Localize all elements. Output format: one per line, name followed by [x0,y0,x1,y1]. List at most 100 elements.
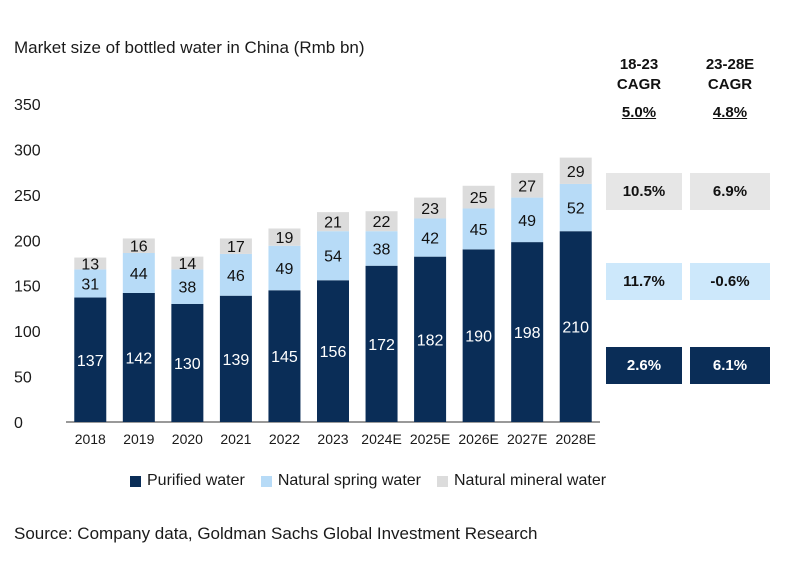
bar-segment-purified-water [559,231,592,422]
y-tick-label: 0 [14,415,23,432]
y-tick-label: 150 [14,279,41,296]
cagr-header-18-23-period: 18-23 [619,56,659,73]
bar-segment-purified-water [462,249,495,422]
data-label: 46 [227,268,245,285]
bar-segment-natural-spring-water [122,253,155,293]
bar-segment-purified-water [511,242,544,422]
legend-swatch-purified [130,475,141,487]
data-label: 17 [227,239,245,256]
bar-segment-natural-mineral-water [268,228,301,246]
legend-item-purified: Purified water [130,472,245,490]
x-tick-label: 2025E [410,431,450,447]
data-label: 172 [368,337,395,354]
bar-segment-purified-water [317,280,349,422]
chart-title: Market size of bottled water in China (R… [14,38,365,57]
legend-label-purified: Purified water [147,472,245,489]
bar-segment-purified-water [365,265,398,422]
x-tick-label: 2026E [458,431,498,447]
bar-segment-purified-water [122,292,155,422]
data-label: 42 [421,231,439,248]
data-label: 31 [81,276,99,293]
cagr-mineral-23-28e: 6.9% [690,173,770,210]
data-label: 198 [514,325,541,342]
cagr-purified-23-28e: 6.1% [690,347,770,384]
y-tick-label: 350 [14,97,41,114]
data-label: 38 [373,241,391,258]
legend-swatch-mineral [437,475,448,487]
data-label: 54 [324,249,342,266]
data-label: 182 [417,332,444,349]
bar-segment-natural-spring-water [414,218,447,257]
bar-segment-purified-water [414,256,447,422]
cagr-mineral-18-23: 10.5% [606,173,682,210]
y-tick-label: 300 [14,142,41,159]
data-label: 21 [324,215,342,232]
legend: Purified water Natural spring water Natu… [130,472,606,490]
data-label: 22 [373,214,391,231]
y-tick-label: 100 [14,324,41,341]
cagr-header-23-28e: 23-28E CAGR 4.8% [690,55,770,123]
bar-segment-natural-mineral-water [317,212,349,232]
cagr-spring-23-28e: -0.6% [690,263,770,300]
data-label: 190 [465,329,492,346]
bar-segment-natural-spring-water [462,208,495,250]
data-label: 156 [320,344,347,361]
bar-segment-natural-spring-water [219,253,252,296]
x-tick-label: 2027E [507,431,547,447]
data-label: 49 [518,213,536,230]
bar-segment-natural-spring-water [511,197,544,243]
bar-segment-natural-mineral-water [122,238,155,254]
data-label: 44 [130,266,148,283]
legend-swatch-spring [260,475,272,487]
x-tick-label: 2024E [361,431,401,447]
source-note: Source: Company data, Goldman Sachs Glob… [14,524,538,543]
data-label: 25 [470,190,488,207]
bar-segment-purified-water [171,303,204,422]
data-label: 19 [276,230,294,247]
data-label: 142 [125,350,152,367]
cagr-header-18-23-label: CAGR [616,76,662,93]
data-label: 23 [421,201,439,218]
bar-chart: 0 50 100 150 200 250 300 350 137 31 13 2018 142 44 16 2… [14,97,600,447]
data-label: 210 [562,320,589,337]
data-label: 29 [567,164,585,181]
cagr-spring-18-23: 11.7% [606,263,682,300]
cagr-total-23-28e: 4.8% [712,104,748,121]
x-tick-label: 2022 [269,431,300,447]
x-tick-label: 2020 [172,431,203,447]
cagr-header-23-28e-label: CAGR [707,76,753,93]
data-label: 27 [518,178,536,195]
bar-segment-purified-water [74,297,107,422]
data-label: 45 [470,222,488,239]
x-tick-label: 2028E [555,431,595,447]
cagr-header-18-23: 18-23 CAGR 5.0% [606,55,672,123]
legend-label-spring: Natural spring water [277,472,421,489]
bar-segment-natural-spring-water [268,245,301,291]
y-tick-label: 200 [14,233,41,250]
bar-segment-natural-mineral-water [219,238,252,254]
cagr-total-18-23: 5.0% [621,104,657,121]
bar-segment-natural-spring-water [559,183,592,232]
bar-segment-natural-mineral-water [462,185,495,209]
bar-segment-natural-spring-water [317,231,349,281]
legend-item-mineral: Natural mineral water [437,472,606,490]
cagr-purified-18-23: 2.6% [606,347,682,384]
bar-segment-natural-mineral-water [171,256,204,270]
data-label: 14 [178,256,196,273]
data-label: 13 [81,256,99,273]
bar-segment-natural-mineral-water [511,173,544,198]
data-label: 49 [276,261,294,278]
bar-segment-purified-water [219,295,252,422]
bar-segment-natural-mineral-water [414,197,447,219]
cagr-header-23-28e-period: 23-28E [705,56,755,73]
legend-label-mineral: Natural mineral water [454,472,607,489]
x-tick-label: 2021 [220,431,251,447]
x-tick-label: 2023 [317,431,348,447]
legend-item-spring: Natural spring water [260,472,421,490]
data-label: 130 [174,356,201,373]
data-label: 52 [567,201,585,218]
bar-segment-natural-spring-water [74,269,107,298]
y-tick-label: 250 [14,188,41,205]
x-tick-label: 2019 [123,431,154,447]
bar-segment-natural-mineral-water [559,157,592,184]
